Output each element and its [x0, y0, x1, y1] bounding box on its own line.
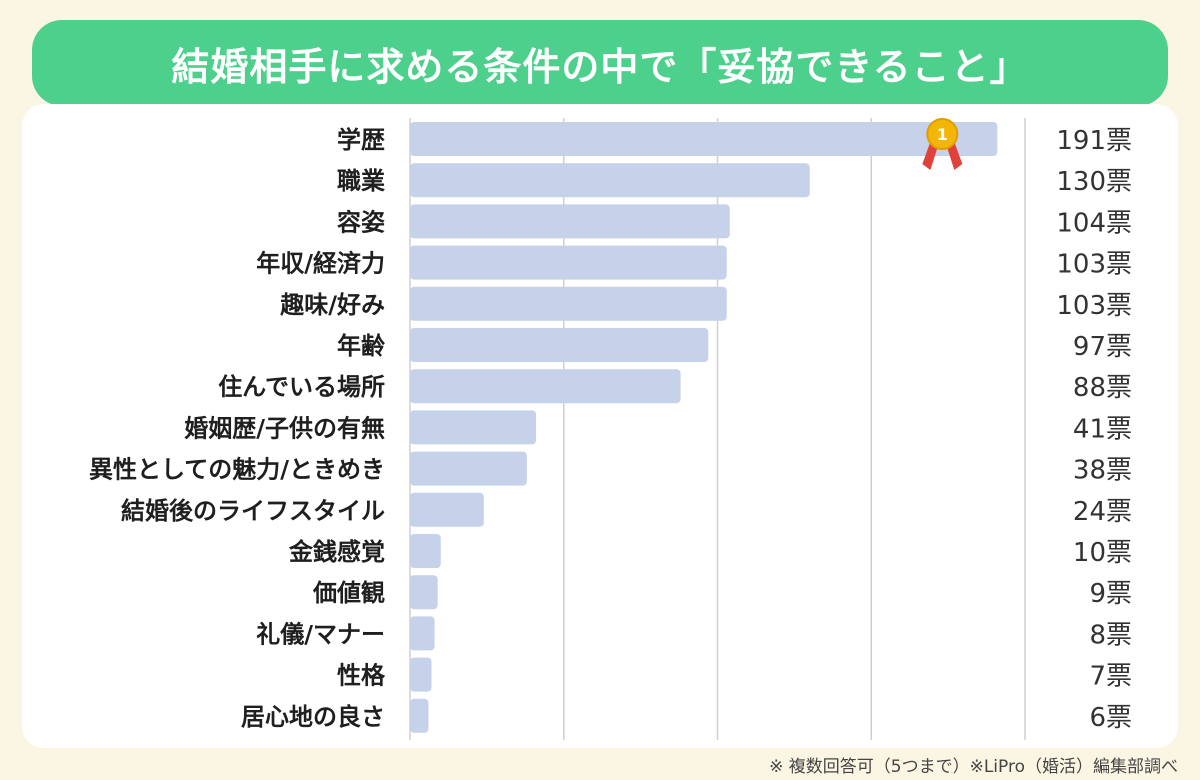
value-label-7: 41票	[1073, 414, 1132, 444]
medal-icon	[926, 118, 959, 150]
category-label-9: 結婚後のライフスタイル	[121, 497, 385, 525]
value-label-0: 191票	[1056, 126, 1132, 156]
bar-14	[410, 698, 429, 733]
medal-ribbon-left	[922, 142, 940, 170]
bar-8	[410, 451, 527, 486]
category-label-0: 学歴	[337, 126, 385, 154]
category-label-6: 住んでいる場所	[218, 373, 385, 401]
value-label-2: 104票	[1056, 208, 1132, 238]
value-label-8: 38票	[1073, 456, 1132, 486]
bar-6	[410, 369, 681, 404]
category-label-3: 年収/経済力	[256, 250, 385, 278]
bar-1	[410, 163, 810, 198]
bar-12	[410, 616, 435, 651]
category-label-8: 異性としての魅力/ときめき	[89, 456, 385, 484]
category-label-5: 年齢	[337, 332, 386, 360]
category-label-10: 金銭感覚	[288, 538, 385, 566]
category-label-12: 礼儀/マナー	[256, 620, 385, 648]
medal-ribbon-right	[945, 142, 963, 170]
bar-3	[410, 245, 727, 280]
bar-13	[410, 657, 432, 692]
chart-title: 結婚相手に求める条件の中で「妥協できること」	[171, 44, 1029, 89]
value-label-9: 24票	[1073, 497, 1132, 527]
value-label-3: 103票	[1056, 250, 1132, 280]
bar-10	[410, 534, 441, 568]
category-label-4: 趣味/好み	[279, 291, 385, 319]
category-label-1: 職業	[337, 167, 385, 195]
value-label-6: 88票	[1073, 373, 1132, 403]
category-label-11: 価値観	[312, 579, 385, 607]
value-label-12: 8票	[1089, 620, 1132, 650]
bar-7	[410, 410, 537, 445]
value-label-11: 9票	[1089, 579, 1132, 609]
medal-number: 1	[937, 125, 948, 144]
category-label-2: 容姿	[337, 208, 385, 236]
footnote: ※ 複数回答可（5つまで）※LiPro（婚活）編集部調べ	[769, 757, 1178, 777]
bar-4	[410, 286, 727, 321]
value-label-1: 130票	[1056, 167, 1132, 197]
value-label-10: 10票	[1073, 538, 1132, 568]
category-label-13: 性格	[337, 662, 386, 690]
bar-11	[410, 575, 438, 610]
value-label-14: 6票	[1089, 703, 1132, 733]
category-label-14: 居心地の良さ	[241, 703, 385, 731]
value-label-5: 97票	[1073, 332, 1132, 362]
category-label-7: 婚姻歴/子供の有無	[184, 414, 385, 442]
bar-2	[410, 204, 730, 239]
value-label-13: 7票	[1089, 662, 1132, 692]
bar-5	[410, 328, 709, 362]
bar-0	[410, 122, 998, 156]
value-label-4: 103票	[1056, 291, 1132, 321]
title-banner: 結婚相手に求める条件の中で「妥協できること」	[32, 20, 1168, 106]
bar-9	[410, 492, 484, 527]
